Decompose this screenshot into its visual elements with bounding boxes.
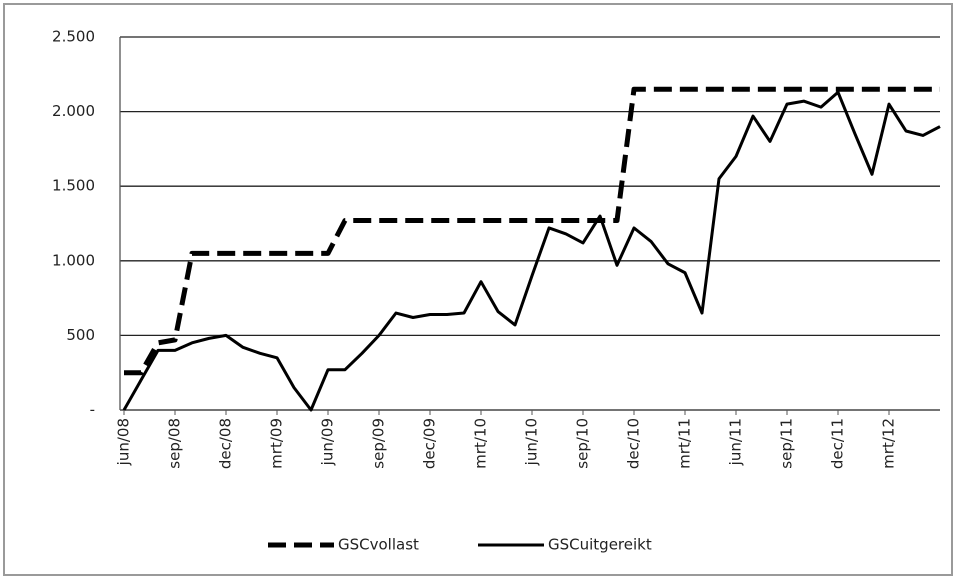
legend-label: GSCuitgereikt — [548, 536, 652, 554]
line-series — [124, 86, 940, 376]
y-tick-label: 1.000 — [52, 251, 95, 269]
y-tick-label: 1.500 — [52, 177, 95, 195]
x-tick-label: mrt/12 — [880, 418, 898, 469]
x-tick-label: jun/08 — [115, 418, 133, 466]
x-tick-label: dec/08 — [217, 418, 235, 469]
y-tick-label: 2.500 — [52, 28, 95, 46]
y-tick-label: - — [90, 401, 95, 419]
y-tick-label: 500 — [66, 326, 95, 344]
line-series — [122, 90, 941, 412]
x-tick-label: sep/11 — [778, 418, 796, 469]
x-tick-label: jun/09 — [319, 418, 337, 466]
x-tick-label: jun/10 — [523, 418, 541, 466]
x-tick-label: mrt/11 — [676, 418, 694, 469]
y-tick-label: 2.000 — [52, 102, 95, 120]
x-tick-label: mrt/09 — [268, 418, 286, 469]
legend-label: GSCvollast — [338, 536, 419, 554]
x-tick-label: jun/11 — [727, 418, 745, 466]
x-tick-label: mrt/10 — [472, 418, 490, 469]
x-tick-label: dec/10 — [625, 418, 643, 469]
x-tick-label: sep/09 — [370, 418, 388, 469]
x-tick-label: sep/08 — [166, 418, 184, 469]
x-tick-label: dec/11 — [829, 418, 847, 469]
x-tick-label: dec/09 — [421, 418, 439, 469]
x-tick-label: sep/10 — [574, 418, 592, 469]
